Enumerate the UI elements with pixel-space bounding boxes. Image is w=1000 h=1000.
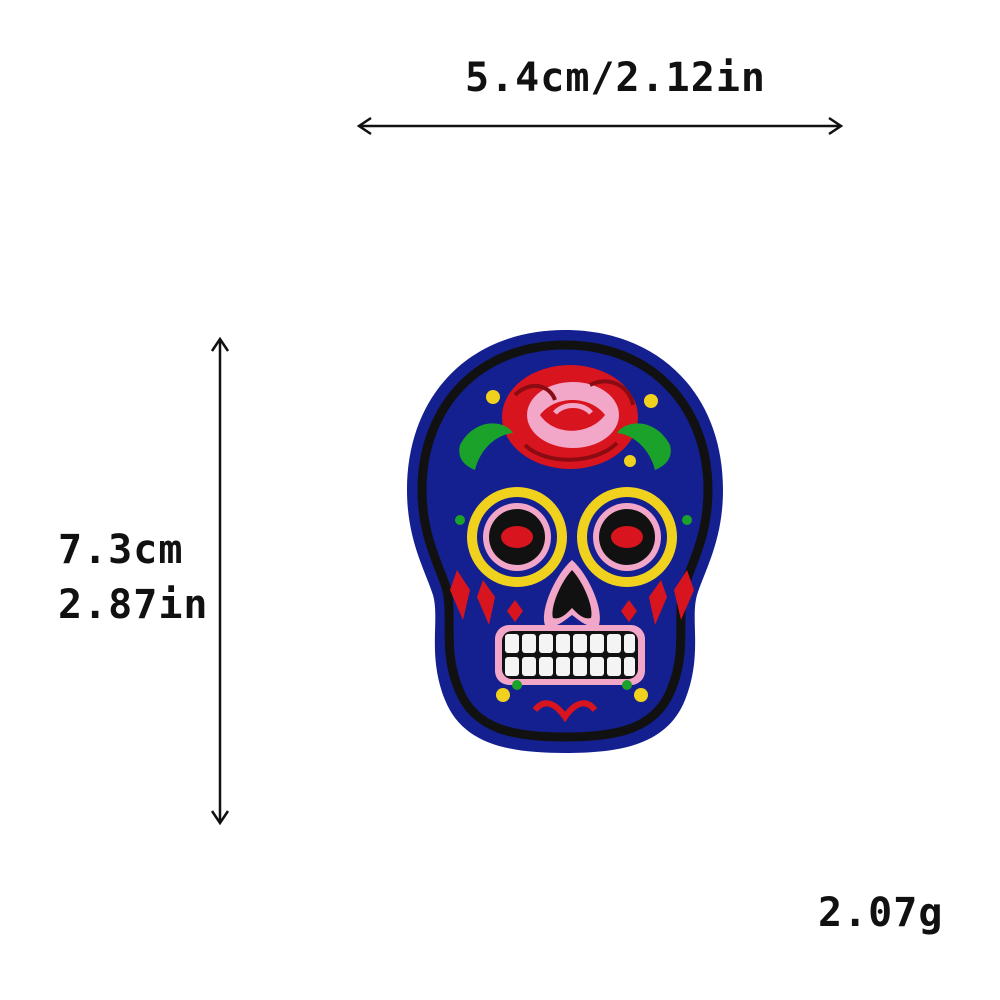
right-eye-icon — [577, 487, 677, 587]
vertical-double-arrow-icon — [210, 336, 230, 826]
left-eye-icon — [467, 487, 567, 587]
teeth-icon — [495, 625, 645, 685]
sugar-skull-patch-icon — [407, 330, 723, 753]
width-dimension-label: 5.4cm/2.12in — [465, 55, 766, 101]
height-cm-label: 7.3cm — [58, 527, 184, 573]
horizontal-double-arrow-icon — [356, 116, 844, 136]
weight-label: 2.07g — [818, 890, 944, 936]
height-in-label: 2.87in — [58, 582, 209, 628]
rose-icon — [502, 365, 638, 469]
